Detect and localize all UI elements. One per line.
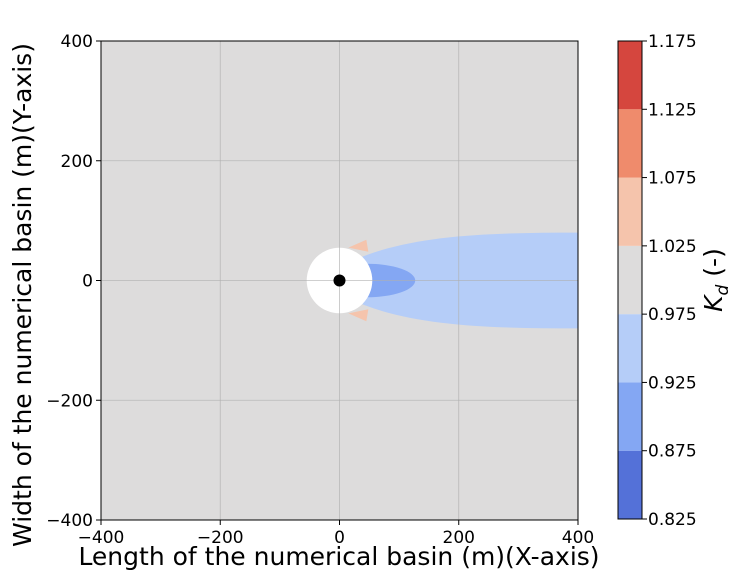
colorbar-tick-label: 1.025: [648, 237, 697, 257]
colorbar-tick-label: 0.925: [648, 373, 697, 393]
colorbar-band: [618, 178, 642, 246]
colorbar-tick-label: 0.825: [648, 510, 697, 530]
colorbar-tick-label: 1.125: [648, 100, 697, 120]
structure-center-marker: [334, 275, 346, 287]
y-tick-label: −200: [46, 391, 93, 411]
y-axis-ticks: −400 −200 0 200 400: [46, 32, 101, 531]
colorbar: 0.825 0.875 0.925 0.975 1.025 1.075 1.125 1.175: [618, 32, 697, 530]
colorbar-band: [618, 382, 642, 450]
colorbar-label-sub: d: [713, 284, 730, 295]
colorbar-label-suffix: (-): [699, 248, 728, 284]
plot-area: [101, 41, 584, 520]
y-axis-label: Width of the numerical basin (m)(Y-axis): [8, 43, 37, 547]
colorbar-band: [618, 451, 642, 519]
y-tick-label: 400: [61, 32, 93, 52]
y-tick-label: 0: [82, 272, 93, 292]
colorbar-tick-label: 0.975: [648, 305, 697, 325]
colorbar-band: [618, 109, 642, 177]
y-tick-label: 200: [61, 152, 93, 172]
x-axis-label: Length of the numerical basin (m)(X-axis…: [78, 542, 599, 571]
colorbar-band: [618, 314, 642, 382]
colorbar-label: Kd (-): [699, 248, 730, 312]
colorbar-band: [618, 41, 642, 109]
y-tick-label: −400: [46, 511, 93, 531]
colorbar-tick-label: 1.075: [648, 169, 697, 189]
colorbar-tick-label: 1.175: [648, 32, 697, 52]
colorbar-tick-label: 0.875: [648, 442, 697, 462]
colorbar-band: [618, 246, 642, 314]
